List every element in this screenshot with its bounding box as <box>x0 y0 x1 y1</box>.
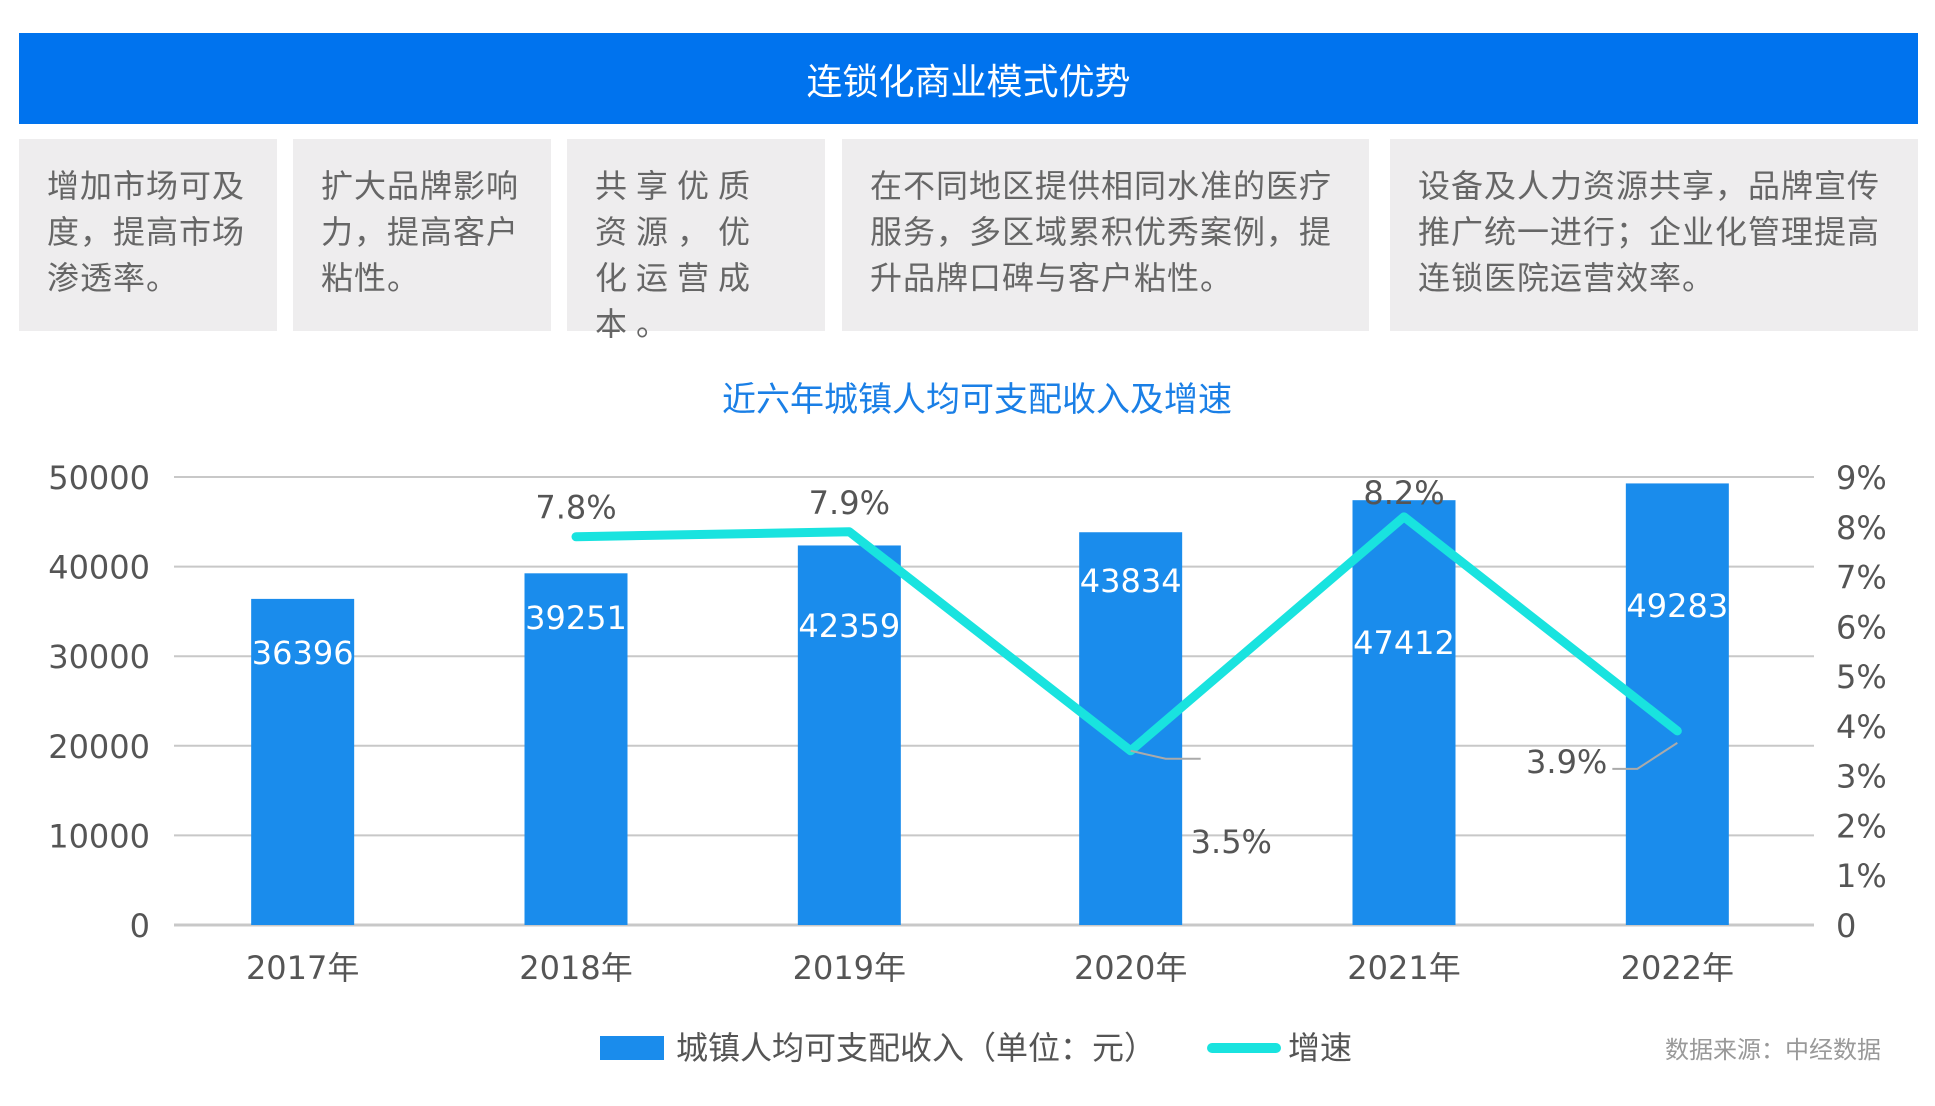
growth-rate-label: 7.9% <box>809 484 890 522</box>
bar <box>251 598 355 925</box>
growth-rate-label: 8.2% <box>1363 474 1444 512</box>
advantage-card: 扩大品牌影响力，提高客户粘性。 <box>293 139 551 331</box>
advantage-card: 增加市场可及度，提高市场渗透率。 <box>19 139 277 331</box>
growth-rate-point <box>575 535 577 538</box>
growth-rate-point <box>1676 729 1679 732</box>
x-axis-tick: 2020年 <box>1074 949 1187 987</box>
growth-rate-label: 7.8% <box>535 489 616 527</box>
growth-rate-point <box>1403 515 1405 518</box>
left-axis-tick: 10000 <box>48 817 150 855</box>
right-axis-tick: 9% <box>1836 459 1887 497</box>
growth-rate-label: 3.5% <box>1191 823 1272 861</box>
legend: 城镇人均可支配收入（单位：元） 增速 <box>600 1029 1352 1067</box>
bar-value-label: 39251 <box>525 599 627 637</box>
section-header: 连锁化商业模式优势 <box>19 33 1918 124</box>
advantage-card: 共享优质资源，优化运营成本。 <box>567 139 825 343</box>
x-axis-tick: 2018年 <box>519 949 632 987</box>
left-axis-tick: 20000 <box>48 728 150 766</box>
advantage-card: 设备及人力资源共享，品牌宣传推广统一进行；企业化管理提高连锁医院运营效率。 <box>1390 139 1918 331</box>
legend-bar-swatch <box>600 1036 664 1060</box>
bar <box>797 545 901 925</box>
bar-value-label: 49283 <box>1626 587 1728 625</box>
right-axis-tick: 3% <box>1836 758 1887 796</box>
bar-value-label: 42359 <box>798 607 900 645</box>
bar-value-label: 47412 <box>1353 624 1455 662</box>
bar <box>524 573 628 925</box>
right-axis-tick: 6% <box>1836 608 1887 646</box>
chart-title: 近六年城镇人均可支配收入及增速 <box>722 380 1232 420</box>
right-axis-tick: 2% <box>1836 807 1887 845</box>
right-axis-tick: 0 <box>1836 907 1856 945</box>
bar-value-label: 36396 <box>252 634 354 672</box>
x-axis-tick: 2022年 <box>1621 949 1734 987</box>
right-axis-tick: 1% <box>1836 857 1887 895</box>
right-axis-tick: 5% <box>1836 658 1887 696</box>
leader-line <box>1130 749 1201 760</box>
right-axis-tick: 7% <box>1836 559 1887 597</box>
data-source: 数据来源：中经数据 <box>1665 1036 1881 1064</box>
left-axis-tick: 40000 <box>48 549 150 587</box>
left-axis-tick: 50000 <box>48 459 150 497</box>
bar <box>1352 500 1456 925</box>
left-axis-tick: 0 <box>130 907 150 945</box>
right-axis-tick: 4% <box>1836 708 1887 746</box>
bar-value-label: 43834 <box>1080 562 1182 600</box>
x-axis-tick: 2017年 <box>246 949 359 987</box>
x-axis-tick: 2019年 <box>793 949 906 987</box>
x-axis-tick: 2021年 <box>1347 949 1460 987</box>
growth-rate-label: 3.9% <box>1526 743 1607 781</box>
growth-rate-point <box>848 530 851 533</box>
leader-line <box>1612 742 1678 770</box>
advantage-card: 在不同地区提供相同水准的医疗服务，多区域累积优秀案例，提升品牌口碑与客户粘性。 <box>842 139 1369 331</box>
legend-bar-label: 城镇人均可支配收入（单位：元） <box>676 1029 1156 1067</box>
legend-line-label: 增速 <box>1288 1029 1352 1067</box>
right-axis-tick: 8% <box>1836 509 1887 547</box>
left-axis-tick: 30000 <box>48 638 150 676</box>
